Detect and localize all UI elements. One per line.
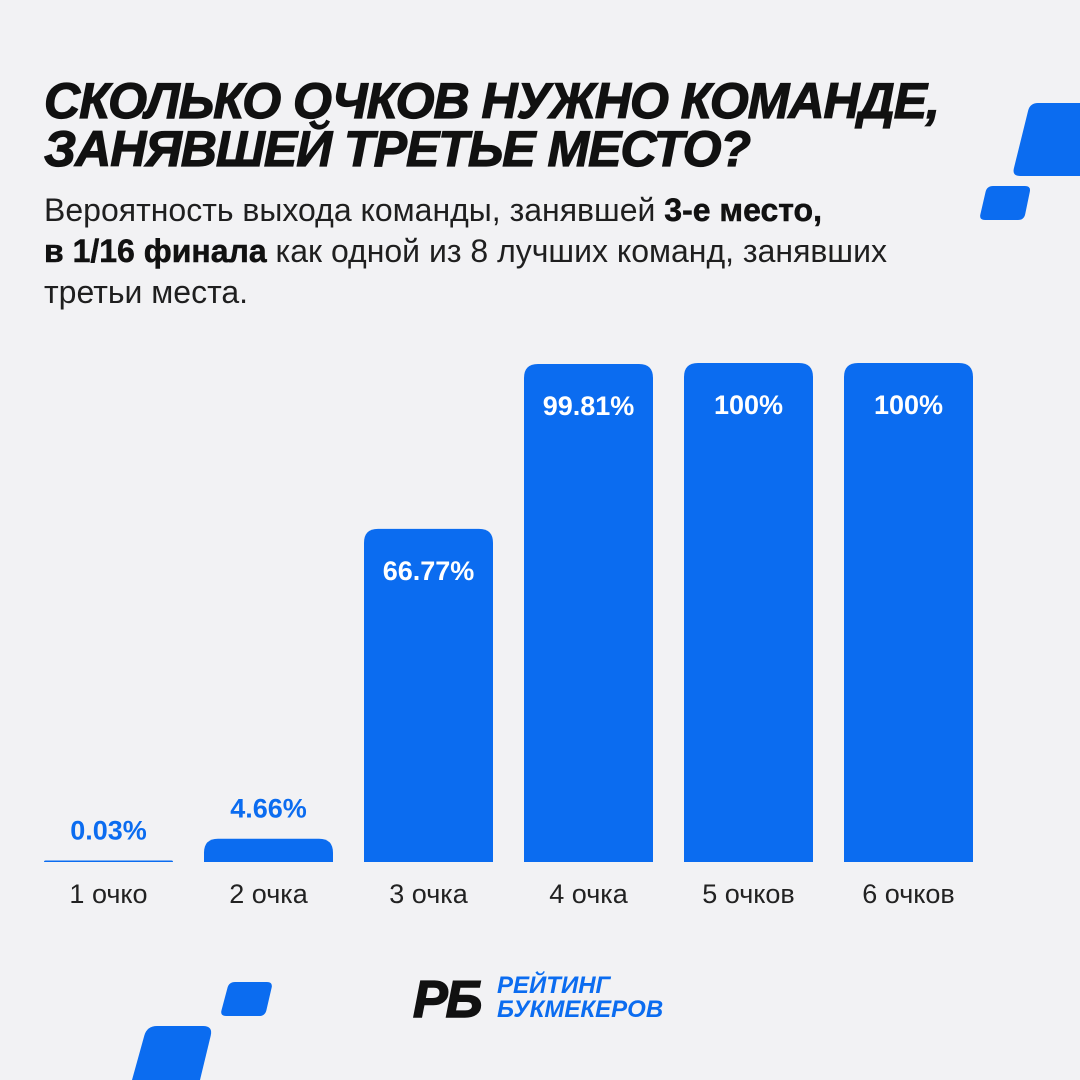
title-line-1: СКОЛЬКО ОЧКОВ НУЖНО КОМАНДЕ,: [43, 73, 940, 129]
value-label-3: 66.77%: [383, 556, 475, 586]
bar-1: [44, 860, 173, 862]
category-label-3: 3 очка: [389, 879, 468, 909]
subtitle-line-1-bold: 3-е место,: [664, 192, 822, 229]
bar-6: [844, 363, 973, 862]
logo-line-1: РЕЙТИНГ: [497, 970, 612, 999]
page-title: СКОЛЬКО ОЧКОВ НУЖНО КОМАНДЕ, ЗАНЯВШЕЙ ТР…: [43, 73, 940, 177]
value-label-6: 100%: [874, 390, 943, 420]
decor-shape-bottom-large: [132, 1026, 212, 1080]
value-label-1: 0.03%: [70, 816, 147, 846]
value-label-2: 4.66%: [230, 794, 307, 824]
subtitle-line-1-regular: Вероятность выхода команды, занявшей: [44, 192, 665, 228]
bars: [44, 363, 973, 862]
logo-line-2: БУКМЕКЕРОВ: [497, 996, 663, 1023]
subtitle-line-3-regular: третьи места.: [44, 274, 249, 310]
logo: РБ РЕЙТИНГ БУКМЕКЕРОВ: [412, 970, 663, 1030]
subtitle: Вероятность выхода команды, занявшей 3-е…: [44, 190, 887, 313]
subtitle-line-2-regular: как одной из 8 лучших команд, занявших: [266, 233, 887, 269]
category-label-1: 1 очко: [69, 879, 147, 909]
bar-5: [684, 363, 813, 862]
subtitle-line-3: третьи места.: [44, 272, 887, 313]
decor-shape-bottom-small: [221, 982, 272, 1016]
value-label-4: 99.81%: [543, 391, 635, 421]
value-label-5: 100%: [714, 390, 783, 420]
category-label-6: 6 очков: [862, 879, 954, 909]
title-line-2: ЗАНЯВШЕЙ ТРЕТЬЕ МЕСТО?: [43, 121, 751, 177]
category-label-5: 5 очков: [702, 879, 794, 909]
bar-4: [524, 363, 653, 862]
subtitle-line-2: в 1/16 финала как одной из 8 лучших кома…: [44, 231, 887, 272]
logo-mark: РБ: [413, 971, 481, 1029]
category-label-4: 4 очка: [549, 879, 628, 909]
decor-shape-top-large: [1013, 103, 1080, 176]
subtitle-line-2-bold: в 1/16 финала: [44, 233, 267, 270]
decor-shape-top-small: [980, 186, 1030, 220]
bar-2: [204, 838, 333, 862]
value-labels: 0.03% 4.66% 66.77% 99.81% 100% 100%: [70, 390, 943, 846]
category-label-2: 2 очка: [229, 879, 308, 909]
category-labels: 1 очко 2 очка 3 очка 4 очка 5 очков 6 очков: [69, 879, 954, 909]
bar-chart: 0.03% 4.66% 66.77% 99.81% 100% 100% 1 очко 2 о…: [44, 363, 973, 909]
subtitle-line-1: Вероятность выхода команды, занявшей 3-е…: [44, 190, 887, 231]
bar-3: [364, 528, 493, 862]
